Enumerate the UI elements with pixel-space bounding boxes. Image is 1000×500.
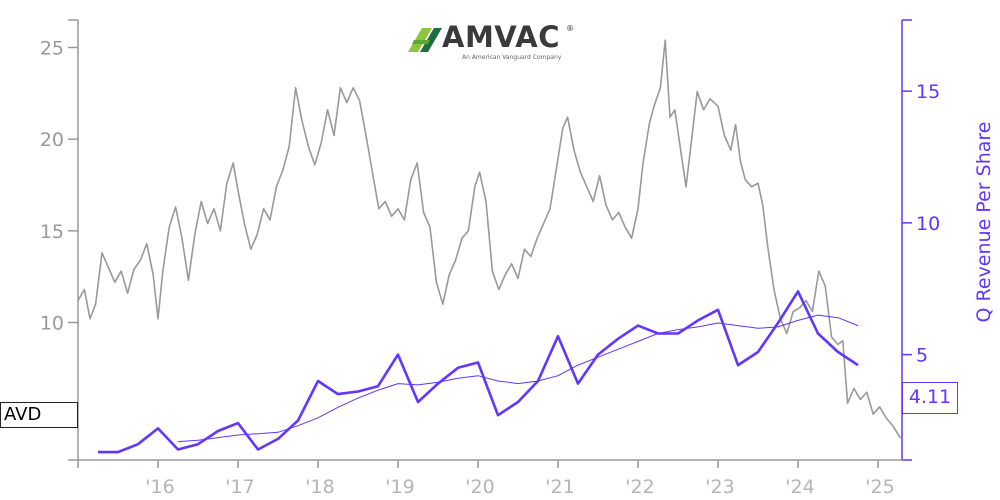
revenue-line [98, 290, 859, 454]
left-tick-label: 10 [40, 313, 64, 335]
x-tick-label: '25 [865, 476, 894, 498]
logo-registered: ® [566, 24, 574, 33]
x-axis: '16 '17 '18 '19 '20 '21 '22 '23 '24 '25 [77, 459, 902, 498]
right-tick-label: 10 [916, 213, 940, 235]
left-tick-label: 15 [40, 221, 64, 243]
logo-wordmark: AMVAC [442, 20, 561, 54]
right-axis-label: Q Revenue Per Share [973, 122, 995, 323]
ticker-label: AVD [0, 402, 78, 428]
price-line [77, 39, 902, 439]
series-layer [77, 39, 902, 454]
right-y-axis: 5 10 15 [901, 19, 940, 461]
amvac-leaf-icon [408, 28, 442, 52]
revenue-trend-line [177, 314, 859, 443]
x-tick-label: '23 [705, 476, 734, 498]
x-tick-label: '16 [145, 476, 174, 498]
left-tick-label: 20 [40, 129, 64, 151]
left-y-axis: 10 15 20 25 [40, 19, 79, 461]
x-tick-label: '17 [225, 476, 254, 498]
amvac-logo: AMVAC ® An American Vanguard Company [408, 20, 578, 66]
right-tick-label: 15 [916, 81, 940, 103]
last-value-badge: 4.11 [902, 382, 958, 414]
x-tick-label: '18 [305, 476, 334, 498]
x-tick-label: '20 [465, 476, 494, 498]
left-tick-label: 25 [40, 38, 64, 60]
x-tick-label: '19 [385, 476, 414, 498]
x-tick-label: '22 [625, 476, 654, 498]
x-tick-label: '24 [785, 476, 814, 498]
logo-tagline: An American Vanguard Company [462, 54, 562, 61]
right-tick-label: 5 [916, 345, 928, 367]
x-tick-label: '21 [545, 476, 574, 498]
